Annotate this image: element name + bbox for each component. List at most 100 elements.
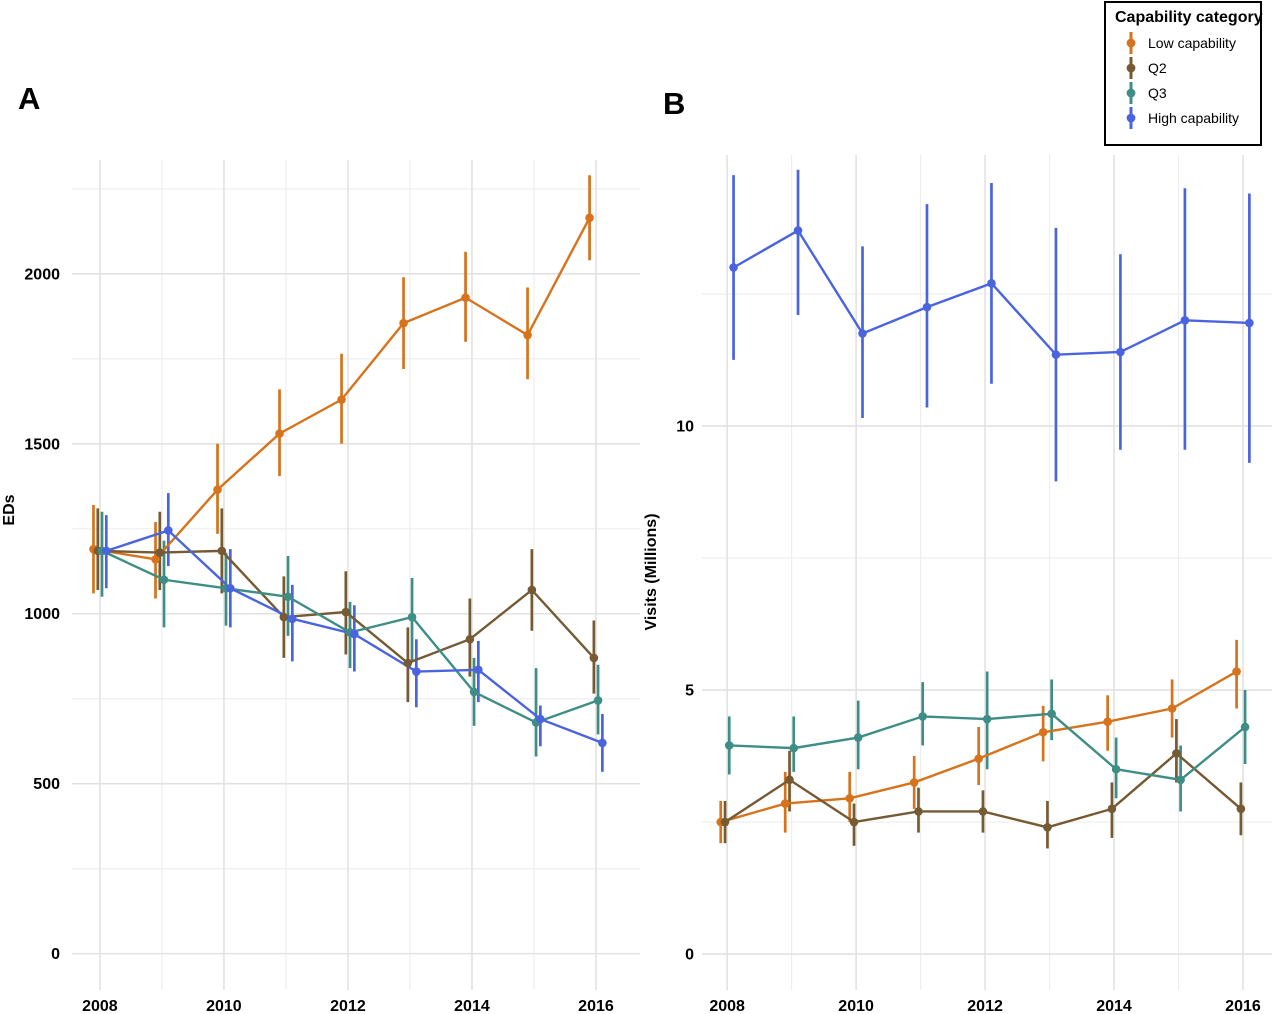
data-point (922, 302, 932, 312)
data-point (593, 696, 603, 705)
panel-b-chart: 0 5 10 2008 2010 2012 2014 2016 (676, 155, 1272, 1014)
data-point (536, 714, 545, 724)
error-bars-q2 (96, 508, 596, 703)
data-point (914, 807, 923, 816)
data-point (155, 548, 165, 557)
legend-item-label: Q3 (1148, 84, 1167, 101)
data-point (1167, 704, 1177, 713)
x-tick-label: 2012 (330, 998, 366, 1014)
legend-item-q3: Q3 (1123, 80, 1256, 105)
data-point (407, 612, 417, 622)
error-bars-q3 (100, 511, 600, 757)
panel-a-chart: 0 500 1000 1500 2000 2008 2010 2012 2014 2016 (24, 160, 640, 1014)
data-point (598, 738, 607, 748)
data-point (1051, 350, 1061, 359)
data-point (469, 687, 479, 697)
data-point (780, 799, 790, 808)
data-point (213, 485, 222, 494)
data-point (403, 658, 413, 668)
points-high-capability (729, 226, 1254, 359)
data-point (1047, 709, 1056, 719)
major-gridlines (702, 155, 1272, 990)
tick-labels: 0 500 1000 1500 2000 2008 2010 2012 2014 2016 (24, 266, 613, 1014)
data-point (1232, 667, 1241, 676)
points-q2 (93, 546, 599, 668)
panel-a-y-axis-title: EDs (1, 494, 18, 525)
data-point (337, 395, 346, 404)
y-tick-label: 1500 (24, 436, 60, 453)
data-point (1240, 722, 1250, 732)
y-tick-label: 5 (685, 683, 694, 700)
data-point (288, 614, 297, 624)
data-point (1103, 717, 1112, 727)
data-point (151, 555, 160, 564)
data-point (982, 714, 992, 724)
x-tick-label: 2008 (82, 998, 118, 1014)
data-point (585, 213, 594, 223)
legend-item-high-capability: High capability (1123, 105, 1256, 130)
data-point (341, 607, 351, 617)
data-point (217, 546, 227, 556)
data-point (1107, 804, 1117, 814)
points-q3 (97, 546, 603, 727)
x-tick-label: 2008 (709, 998, 745, 1014)
q3-errorbar-key-icon (1126, 81, 1136, 104)
y-tick-label: 0 (51, 946, 60, 963)
data-point (849, 817, 859, 827)
x-tick-label: 2014 (454, 998, 490, 1014)
data-point (399, 318, 408, 328)
legend-title: Capability category (1115, 9, 1263, 26)
data-point (1176, 775, 1185, 785)
major-gridlines (72, 160, 640, 990)
data-point (279, 612, 289, 622)
panel-b-y-axis-title: Visits (Millions) (643, 513, 660, 630)
data-point (474, 665, 483, 675)
data-point (102, 546, 111, 556)
legend-box: Capability category Low capability Q2 Q3 (1104, 1, 1263, 146)
data-point (1043, 823, 1052, 832)
data-point (1172, 749, 1181, 758)
x-tick-label: 2010 (206, 998, 242, 1014)
minor-gridlines (702, 155, 1272, 990)
data-point (987, 279, 996, 288)
data-point (350, 629, 359, 639)
y-tick-label: 2000 (24, 266, 60, 283)
data-point (1245, 318, 1254, 328)
legend-item-label: High capability (1148, 109, 1240, 126)
data-point (226, 583, 235, 593)
data-point (918, 712, 927, 721)
data-point (724, 741, 734, 750)
legend-item-low-capability: Low capability (1123, 30, 1256, 55)
high-capability-errorbar-key-icon (1126, 106, 1136, 129)
legend-item-label: Q2 (1148, 59, 1167, 76)
data-point (164, 526, 173, 535)
y-tick-label: 10 (676, 418, 694, 435)
data-point (729, 263, 738, 272)
data-point (909, 778, 919, 787)
x-tick-label: 2016 (578, 998, 614, 1014)
data-point (853, 733, 863, 742)
error-bars-q2 (723, 719, 1243, 849)
q2-errorbar-key-icon (1126, 56, 1136, 79)
data-point (974, 754, 983, 763)
data-point (793, 226, 803, 235)
x-tick-label: 2010 (838, 998, 874, 1014)
data-point (1038, 727, 1048, 737)
data-point (978, 807, 988, 816)
data-point (785, 775, 794, 785)
data-point (159, 575, 169, 585)
y-tick-label: 1000 (24, 606, 60, 623)
tick-labels: 0 5 10 2008 2010 2012 2014 2016 (676, 418, 1261, 1014)
data-point (1236, 804, 1246, 814)
data-point (527, 585, 537, 595)
data-point (845, 793, 855, 803)
data-point (465, 634, 475, 644)
points-low-capability (716, 667, 1241, 827)
data-point (275, 429, 284, 438)
data-point (589, 653, 599, 663)
data-point (1180, 316, 1190, 325)
data-point (858, 329, 867, 338)
data-point (1111, 764, 1121, 774)
